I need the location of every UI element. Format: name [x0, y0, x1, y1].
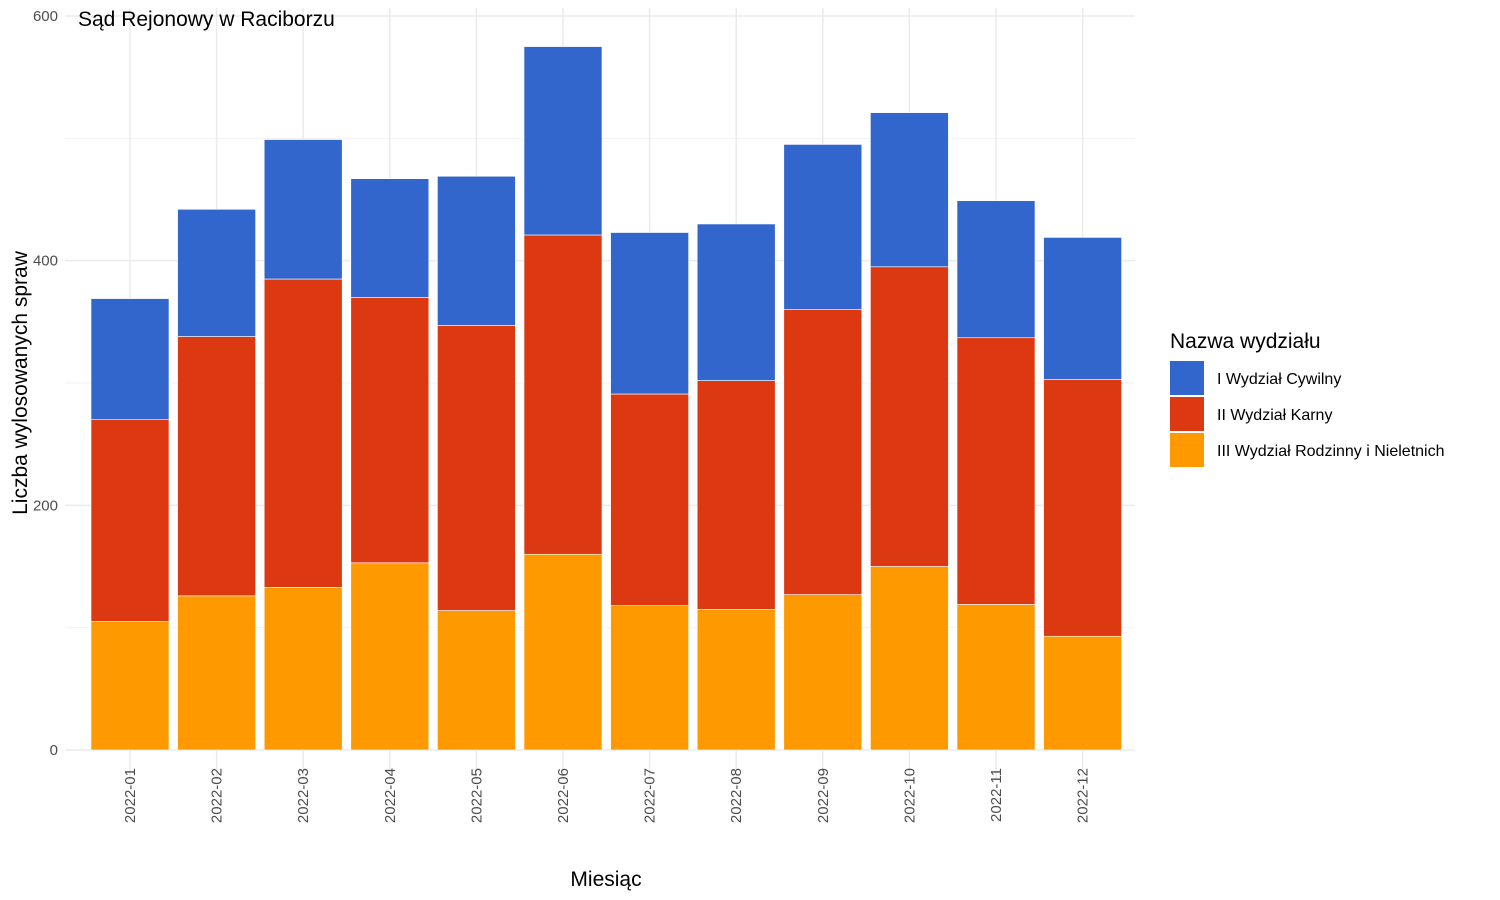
legend-swatch [1170, 433, 1204, 467]
legend-label: III Wydział Rodzinny i Nieletnich [1217, 443, 1445, 460]
legend-swatch [1170, 397, 1204, 431]
bar-segment [1043, 379, 1122, 637]
chart-title: Sąd Rejonowy w Raciborzu [78, 8, 335, 31]
x-tick-label: 2022-01 [122, 768, 139, 823]
bar-segment [956, 604, 1036, 751]
y-axis-title: Liczba wylosowanych spraw [9, 250, 32, 515]
x-tick-label: 2022-03 [295, 768, 312, 823]
bar-segment [783, 144, 863, 310]
bar-segment [90, 419, 170, 622]
legend-label: II Wydział Karny [1217, 407, 1332, 424]
bar-segment [350, 178, 430, 298]
bar-segment [696, 609, 776, 751]
x-tick-label: 2022-08 [728, 768, 745, 823]
x-tick-label: 2022-10 [901, 768, 918, 823]
x-tick-label: 2022-06 [555, 768, 572, 823]
bar-segment [783, 594, 863, 751]
x-tick-label: 2022-02 [209, 768, 226, 823]
bar-segment [350, 297, 430, 564]
y-axis-ticks: 0 200 400 600 [33, 8, 58, 759]
x-tick-label: 2022-11 [988, 768, 1005, 822]
legend: Nazwa wydziału I Wydział Cywilny II Wydzi… [1170, 330, 1445, 467]
bar-segment [870, 112, 949, 268]
bar-segment [696, 380, 776, 610]
bar-segment [1043, 635, 1122, 751]
x-tick-label: 2022-04 [382, 768, 399, 823]
bar-segment [523, 553, 603, 751]
bar-segment [90, 621, 170, 751]
bar-segment [696, 223, 776, 381]
y-tick-label: 400 [33, 253, 58, 270]
x-tick-label: 2022-07 [642, 768, 659, 823]
legend-title: Nazwa wydziału [1170, 330, 1321, 353]
bar-segment [956, 337, 1036, 605]
bar-segment [610, 605, 689, 751]
bar-segment [870, 566, 949, 751]
bar-segment [437, 175, 516, 326]
legend-swatch [1170, 361, 1204, 395]
bar-segment [263, 278, 343, 588]
x-tick-label: 2022-12 [1075, 768, 1092, 823]
bar-segment [263, 139, 343, 280]
bar-segment [90, 298, 170, 420]
bar-segment [263, 586, 343, 751]
bars [90, 46, 1122, 751]
bar-segment [870, 266, 949, 567]
bar-segment [437, 325, 516, 611]
bar-segment [610, 393, 689, 606]
legend-label: I Wydział Cywilny [1217, 371, 1341, 388]
y-tick-label: 600 [33, 8, 58, 25]
x-tick-label: 2022-09 [815, 768, 832, 823]
bar-segment [437, 610, 516, 751]
x-tick-label: 2022-05 [468, 768, 485, 823]
bar-segment [783, 309, 863, 595]
bar-segment [350, 562, 430, 751]
bar-segment [523, 46, 603, 236]
bar-segment [177, 336, 256, 597]
y-tick-label: 0 [50, 742, 58, 759]
bar-segment [1043, 237, 1122, 380]
x-axis-ticks: 2022-01 2022-02 2022-03 2022-04 2022-05 2022-… [122, 768, 1092, 823]
bar-segment [610, 232, 689, 395]
bar-segment [177, 595, 256, 751]
x-axis-title: Miesiąc [570, 868, 641, 891]
y-tick-label: 200 [33, 497, 58, 514]
bar-segment [523, 234, 603, 555]
bar-segment [956, 200, 1036, 339]
bar-segment [177, 208, 256, 337]
